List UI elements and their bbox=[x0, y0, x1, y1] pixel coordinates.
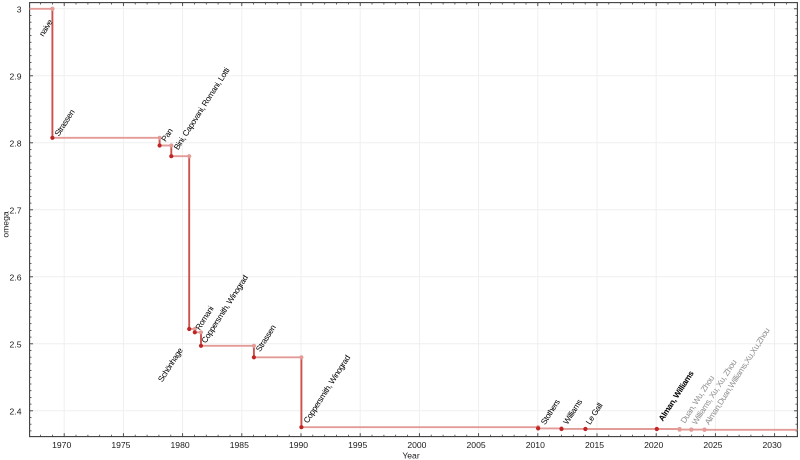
svg-text:Alman,Duan,Williams,Xu,Xu,Zhou: Alman,Duan,Williams,Xu,Xu,Zhou bbox=[703, 326, 772, 426]
svg-text:2.5: 2.5 bbox=[10, 340, 22, 350]
svg-text:2.6: 2.6 bbox=[10, 273, 22, 283]
svg-text:2.9: 2.9 bbox=[10, 72, 22, 82]
svg-text:2.7: 2.7 bbox=[10, 206, 22, 216]
svg-text:Strassen: Strassen bbox=[53, 108, 77, 138]
svg-text:2015: 2015 bbox=[585, 440, 604, 450]
svg-text:2000: 2000 bbox=[407, 440, 426, 450]
svg-text:Pan: Pan bbox=[160, 126, 175, 143]
svg-text:1990: 1990 bbox=[289, 440, 308, 450]
svg-text:1980: 1980 bbox=[171, 440, 190, 450]
svg-text:2020: 2020 bbox=[644, 440, 663, 450]
svg-text:Le Gall: Le Gall bbox=[584, 401, 605, 426]
svg-text:Coppersmith, Winograd: Coppersmith, Winograd bbox=[302, 353, 352, 425]
svg-text:Bini, Capovani, Romani, Lotti: Bini, Capovani, Romani, Lotti bbox=[172, 66, 231, 152]
svg-text:1970: 1970 bbox=[52, 440, 71, 450]
svg-text:2.4: 2.4 bbox=[10, 407, 22, 417]
svg-text:Stothers: Stothers bbox=[539, 398, 562, 426]
svg-text:2.8: 2.8 bbox=[10, 139, 22, 149]
svg-text:2010: 2010 bbox=[526, 440, 545, 450]
svg-text:omega: omega bbox=[1, 211, 11, 237]
svg-text:2005: 2005 bbox=[467, 440, 486, 450]
svg-text:Year: Year bbox=[402, 451, 420, 460]
svg-text:Schönhage: Schönhage bbox=[156, 346, 185, 384]
svg-text:1995: 1995 bbox=[348, 440, 367, 450]
svg-text:Williams: Williams bbox=[562, 398, 585, 426]
svg-text:1975: 1975 bbox=[111, 440, 130, 450]
svg-text:Strassen: Strassen bbox=[254, 323, 278, 353]
svg-text:2025: 2025 bbox=[703, 440, 722, 450]
svg-text:2030: 2030 bbox=[763, 440, 782, 450]
svg-text:1985: 1985 bbox=[230, 440, 249, 450]
svg-text:3: 3 bbox=[17, 5, 22, 15]
